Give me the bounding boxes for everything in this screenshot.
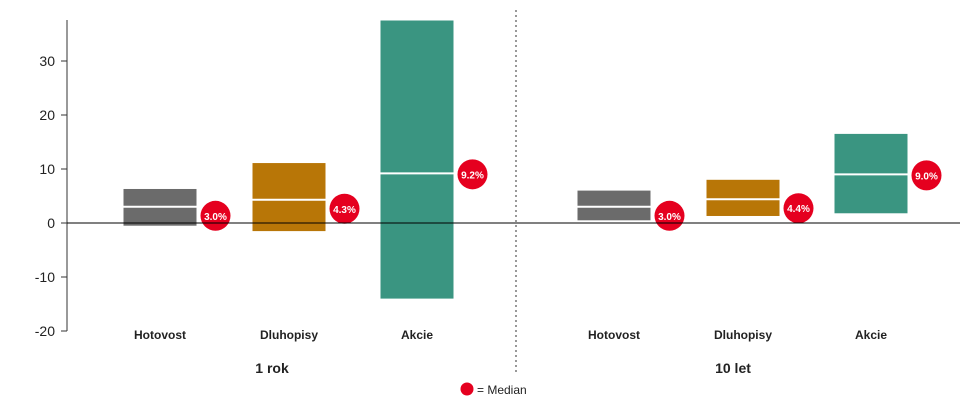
legend-label: = Median bbox=[477, 383, 527, 397]
range-bar bbox=[252, 163, 326, 232]
group-label: 10 let bbox=[715, 360, 751, 376]
bar-layer: 3.0% 4.3% 9.2% 3.0% 4.4% 9.0% bbox=[123, 20, 942, 299]
y-tick-label: 30 bbox=[39, 53, 55, 69]
category-label: Hotovost bbox=[134, 328, 186, 342]
y-tick-label: 10 bbox=[39, 161, 55, 177]
axis-layer: 30 20 10 0 -10 -20 bbox=[35, 10, 960, 372]
median-label: 9.0% bbox=[915, 171, 938, 182]
range-bar bbox=[380, 20, 454, 299]
median-badge bbox=[911, 160, 942, 191]
median-label: 3.0% bbox=[658, 212, 681, 223]
y-tick-label: 0 bbox=[47, 215, 55, 231]
median-label: 9.2% bbox=[461, 170, 484, 181]
median-label: 3.0% bbox=[204, 212, 227, 223]
median-badge bbox=[329, 193, 360, 224]
category-label: Dluhopisy bbox=[714, 328, 772, 342]
group-label: 1 rok bbox=[255, 360, 289, 376]
category-label: Akcie bbox=[855, 328, 887, 342]
category-label: Dluhopisy bbox=[260, 328, 318, 342]
category-label: Akcie bbox=[401, 328, 433, 342]
category-label: Hotovost bbox=[588, 328, 640, 342]
y-tick-label: 20 bbox=[39, 107, 55, 123]
median-badge bbox=[457, 159, 488, 190]
range-bar bbox=[706, 179, 780, 216]
label-layer: Hotovost Dluhopisy Akcie 1 rok Hotovost Dluho… bbox=[134, 328, 887, 376]
median-label: 4.4% bbox=[787, 204, 810, 215]
median-badge bbox=[783, 193, 814, 224]
median-label: 4.3% bbox=[333, 205, 356, 216]
y-tick-label: -20 bbox=[35, 323, 55, 339]
legend: = Median bbox=[460, 382, 527, 397]
range-bar bbox=[577, 190, 651, 221]
legend-median-icon bbox=[460, 382, 474, 396]
y-tick-label: -10 bbox=[35, 269, 55, 285]
